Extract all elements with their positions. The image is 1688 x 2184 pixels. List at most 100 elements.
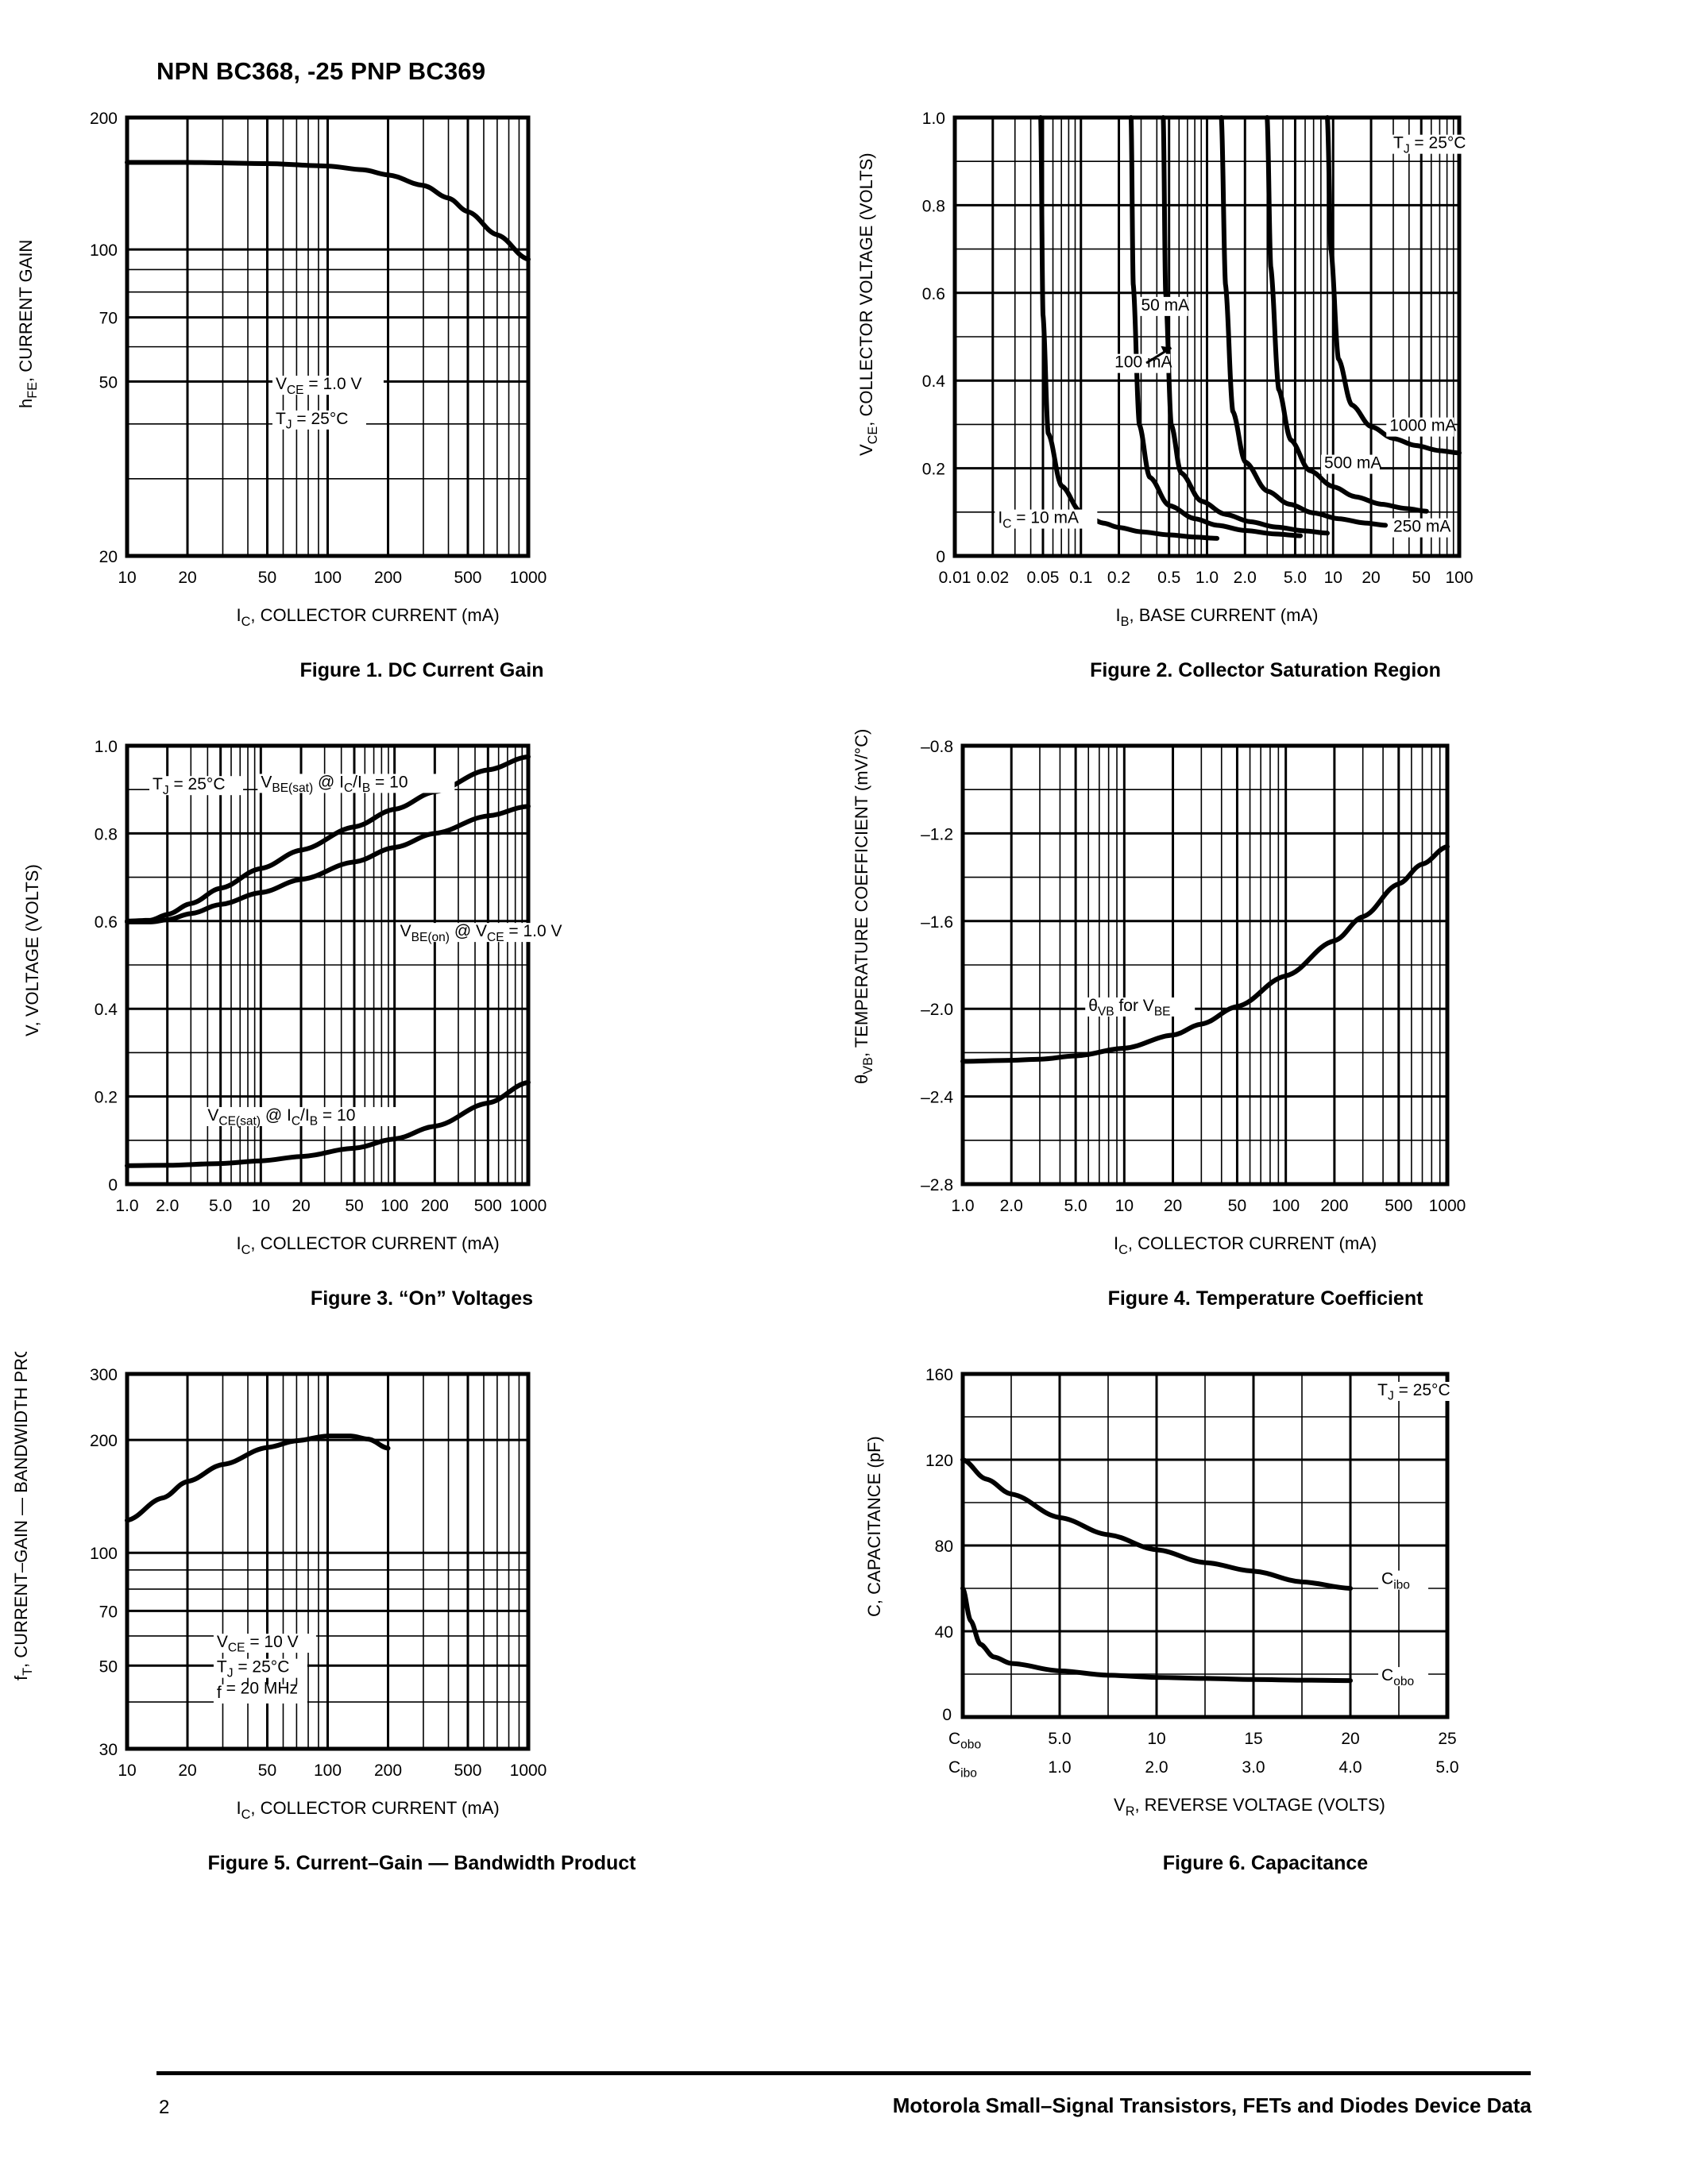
curve-500-ma [1265,115,1429,514]
svg-text:1000 mA: 1000 mA [1389,417,1456,435]
svg-text:0.05: 0.05 [1027,569,1060,587]
curve-50-ma [1128,115,1303,538]
svg-text:300: 300 [90,1366,118,1384]
svg-text:200: 200 [1320,1197,1348,1215]
chart-svg-fig2: 0.01 0.02 0.05 0.1 0.2 0.5 1.0 2.0 5.0 10 20 50 1000… [856,110,1479,629]
svg-text:50: 50 [99,1657,118,1676]
svg-text:VCE, COLLECTOR VOLTAGE (VOLTS): VCE, COLLECTOR VOLTAGE (VOLTS) [856,152,880,456]
svg-text:TJ = 25°C: TJ = 25°C [217,1658,289,1680]
gridlines [953,116,1461,558]
chart-fig6: 5.0 1.0 10 2.0 15 3.0 20 4.0 25 5.0 Cobo Cibo 0 40 80 1… [844,1352,1687,1844]
svg-text:1000: 1000 [510,1761,547,1780]
svg-text:VBE(on) @ VCE = 1.0 V: VBE(on) @ VCE = 1.0 V [400,922,562,944]
y-axis-title: C, CAPACITANCE (pF) [864,1436,884,1617]
annotations: VCE = 10 V TJ = 25°Cf = 20 MHz [213,1633,316,1704]
curve-ft [125,1433,391,1523]
svg-text:1000: 1000 [510,569,547,587]
curves [125,754,531,1168]
x-axis-title: IB, BASE CURRENT (mA) [1116,605,1319,629]
svg-text:500: 500 [1385,1197,1412,1215]
curve-1000-ma [1325,115,1462,456]
svg-text:100 mA: 100 mA [1114,353,1172,372]
footer-divider [156,2071,1531,2075]
svg-text:200: 200 [374,569,402,587]
svg-text:0.2: 0.2 [95,1089,118,1107]
curves [125,1433,391,1523]
svg-text:VBE(sat) @ IC/IB = 10: VBE(sat) @ IC/IB = 10 [261,773,408,795]
figure-row-3: 10 20 50 100 200 500 1000 30 50 70 100 200 300 IC, CO… [0,1352,1688,1875]
svg-text:200: 200 [421,1197,449,1215]
figure-caption-4: Figure 4. Temperature Coefficient [1107,1287,1423,1310]
x-axis-title: VR, REVERSE VOLTAGE (VOLTS) [1114,1795,1385,1819]
svg-text:20: 20 [292,1197,310,1215]
svg-text:0: 0 [108,1176,118,1194]
curve-vce-sat-ic-ib-10 [125,1079,531,1168]
svg-text:50 mA: 50 mA [1141,296,1189,314]
y-tick-labels: 0 0.2 0.4 0.6 0.8 1.0 [922,110,946,566]
svg-text:0.4: 0.4 [922,372,946,391]
svg-text:C, CAPACITANCE (pF): C, CAPACITANCE (pF) [864,1436,884,1617]
curve-vbe-on-vce-1-0-v [125,804,531,924]
svg-text:1.0: 1.0 [95,738,118,756]
svg-text:25: 25 [1438,1730,1456,1748]
x-axis-title: IC, COLLECTOR CURRENT (mA) [237,605,500,629]
svg-text:3.0: 3.0 [1242,1758,1265,1777]
svg-text:20: 20 [178,1761,196,1780]
plot-frame [125,1372,531,1751]
svg-text:VCE(sat) @ IC/IB = 10: VCE(sat) @ IC/IB = 10 [207,1106,355,1129]
svg-text:–1.6: –1.6 [921,913,953,932]
y-tick-labels: 30 50 70 100 200 300 [90,1366,118,1759]
svg-text:50: 50 [258,569,276,587]
y-tick-labels: 20 50 70 100 200 [90,110,118,566]
svg-text:0.02: 0.02 [976,569,1009,587]
y-tick-labels: –2.8 –2.4 –2.0 –1.6 –1.2 –0.8 [921,738,953,1194]
annotations: θVB for VBE [1085,997,1196,1019]
plot-frame [125,115,531,558]
chart-svg-fig6: 5.0 1.0 10 2.0 15 3.0 20 4.0 25 5.0 Cobo Cibo 0 40 80 1… [864,1366,1469,1819]
svg-text:500: 500 [454,569,481,587]
svg-text:V, VOLTAGE (VOLTS): V, VOLTAGE (VOLTS) [22,864,42,1036]
gridlines [126,1372,530,1750]
svg-text:50: 50 [99,373,118,392]
curve--vb-for-vbe [960,844,1450,1064]
curve-cibo [960,1457,1353,1591]
chart-svg-fig3: 1.0 2.0 5.0 10 20 50 100 200 500 1000 0 0.2 0.4 0.6 0.… [22,738,586,1257]
figure-cell-2: 0.01 0.02 0.05 0.1 0.2 0.5 1.0 2.0 5.0 10 20 50 100 0… [844,95,1687,682]
svg-text:fT, CURRENT–GAIN — BANDWIDTH P: fT, CURRENT–GAIN — BANDWIDTH PRODUCT (MH… [11,1352,35,1680]
svg-text:0.6: 0.6 [95,913,118,932]
y-axis-title: θVB, TEMPERATURE COEFFICIENT (mV/°C) [852,729,875,1084]
figure-cell-1: 10 20 50 100 200 500 1000 20 50 70 100 200 IC, COLLE… [0,95,844,682]
chart-fig1: 10 20 50 100 200 500 1000 20 50 70 100 200 IC, COLLE… [0,95,844,651]
svg-text:–2.8: –2.8 [921,1176,953,1194]
svg-text:–2.0: –2.0 [921,1001,953,1019]
svg-text:0.8: 0.8 [95,825,118,843]
svg-text:1.0: 1.0 [951,1197,974,1215]
svg-text:70: 70 [99,1603,118,1621]
svg-text:TJ = 25°C: TJ = 25°C [276,410,348,432]
figure-cell-5: 10 20 50 100 200 500 1000 30 50 70 100 200 300 IC, CO… [0,1352,844,1875]
svg-text:1.0: 1.0 [922,110,945,128]
svg-text:50: 50 [258,1761,276,1780]
figure-caption-2: Figure 2. Collector Saturation Region [1090,659,1441,681]
svg-text:–1.2: –1.2 [921,825,953,843]
chart-svg-fig5: 10 20 50 100 200 500 1000 30 50 70 100 200 300 IC, CO… [11,1352,547,1822]
svg-text:100: 100 [1445,569,1473,587]
svg-text:50: 50 [345,1197,363,1215]
x-tick-labels: 10 20 50 100 200 500 1000 [118,1761,547,1780]
svg-text:160: 160 [925,1366,953,1384]
svg-text:f = 20 MHz: f = 20 MHz [217,1679,298,1702]
svg-text:5.0: 5.0 [1048,1730,1071,1748]
footer-page-number: 2 [159,2097,170,2118]
figure-row-1: 10 20 50 100 200 500 1000 20 50 70 100 200 IC, COLLE… [0,95,1688,682]
svg-text:100: 100 [90,241,118,260]
svg-text:VCE = 10 V: VCE = 10 V [217,1633,299,1655]
svg-text:IC, COLLECTOR CURRENT (mA): IC, COLLECTOR CURRENT (mA) [1114,1233,1377,1257]
svg-text:TJ = 25°C: TJ = 25°C [1393,134,1466,156]
svg-text:IC, COLLECTOR CURRENT (mA): IC, COLLECTOR CURRENT (mA) [237,1233,500,1257]
svg-text:1000: 1000 [1429,1197,1466,1215]
svg-text:100: 100 [314,1761,342,1780]
svg-text:70: 70 [99,310,118,328]
svg-text:5.0: 5.0 [209,1197,232,1215]
y-axis-title: V, VOLTAGE (VOLTS) [22,864,42,1036]
